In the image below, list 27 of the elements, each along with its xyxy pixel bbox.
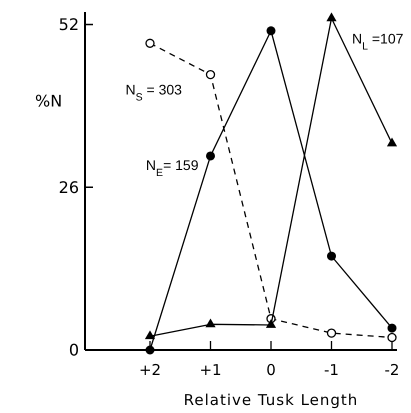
y-tick-label: 26 <box>58 178 79 197</box>
x-tick-label: -1 <box>324 361 339 379</box>
x-tick-label: -2 <box>384 361 400 379</box>
y-tick-label: 52 <box>58 15 79 34</box>
series-label: N$_{S}$ = 303 <box>126 82 182 104</box>
point <box>388 324 396 333</box>
point <box>327 252 336 261</box>
y-axis-title: %N <box>35 92 62 111</box>
point <box>326 328 336 338</box>
point <box>144 330 156 340</box>
point <box>386 138 398 146</box>
point <box>205 318 216 328</box>
x-tick-label: +1 <box>199 361 222 379</box>
point <box>326 12 337 22</box>
point <box>387 332 397 342</box>
point <box>145 38 155 48</box>
y-tick-label: 0 <box>68 340 79 360</box>
x-tick-label: 0 <box>266 361 276 379</box>
point <box>146 346 154 354</box>
series-label: N$_{L}$ =107 <box>352 30 404 52</box>
x-axis-title: Relative Tusk Length <box>184 391 358 409</box>
point <box>206 70 216 80</box>
series-label: N$_{E}$= 159 <box>146 156 199 179</box>
point <box>266 319 276 328</box>
x-tick-label: +2 <box>138 361 162 379</box>
point <box>266 26 276 36</box>
point <box>206 151 215 160</box>
